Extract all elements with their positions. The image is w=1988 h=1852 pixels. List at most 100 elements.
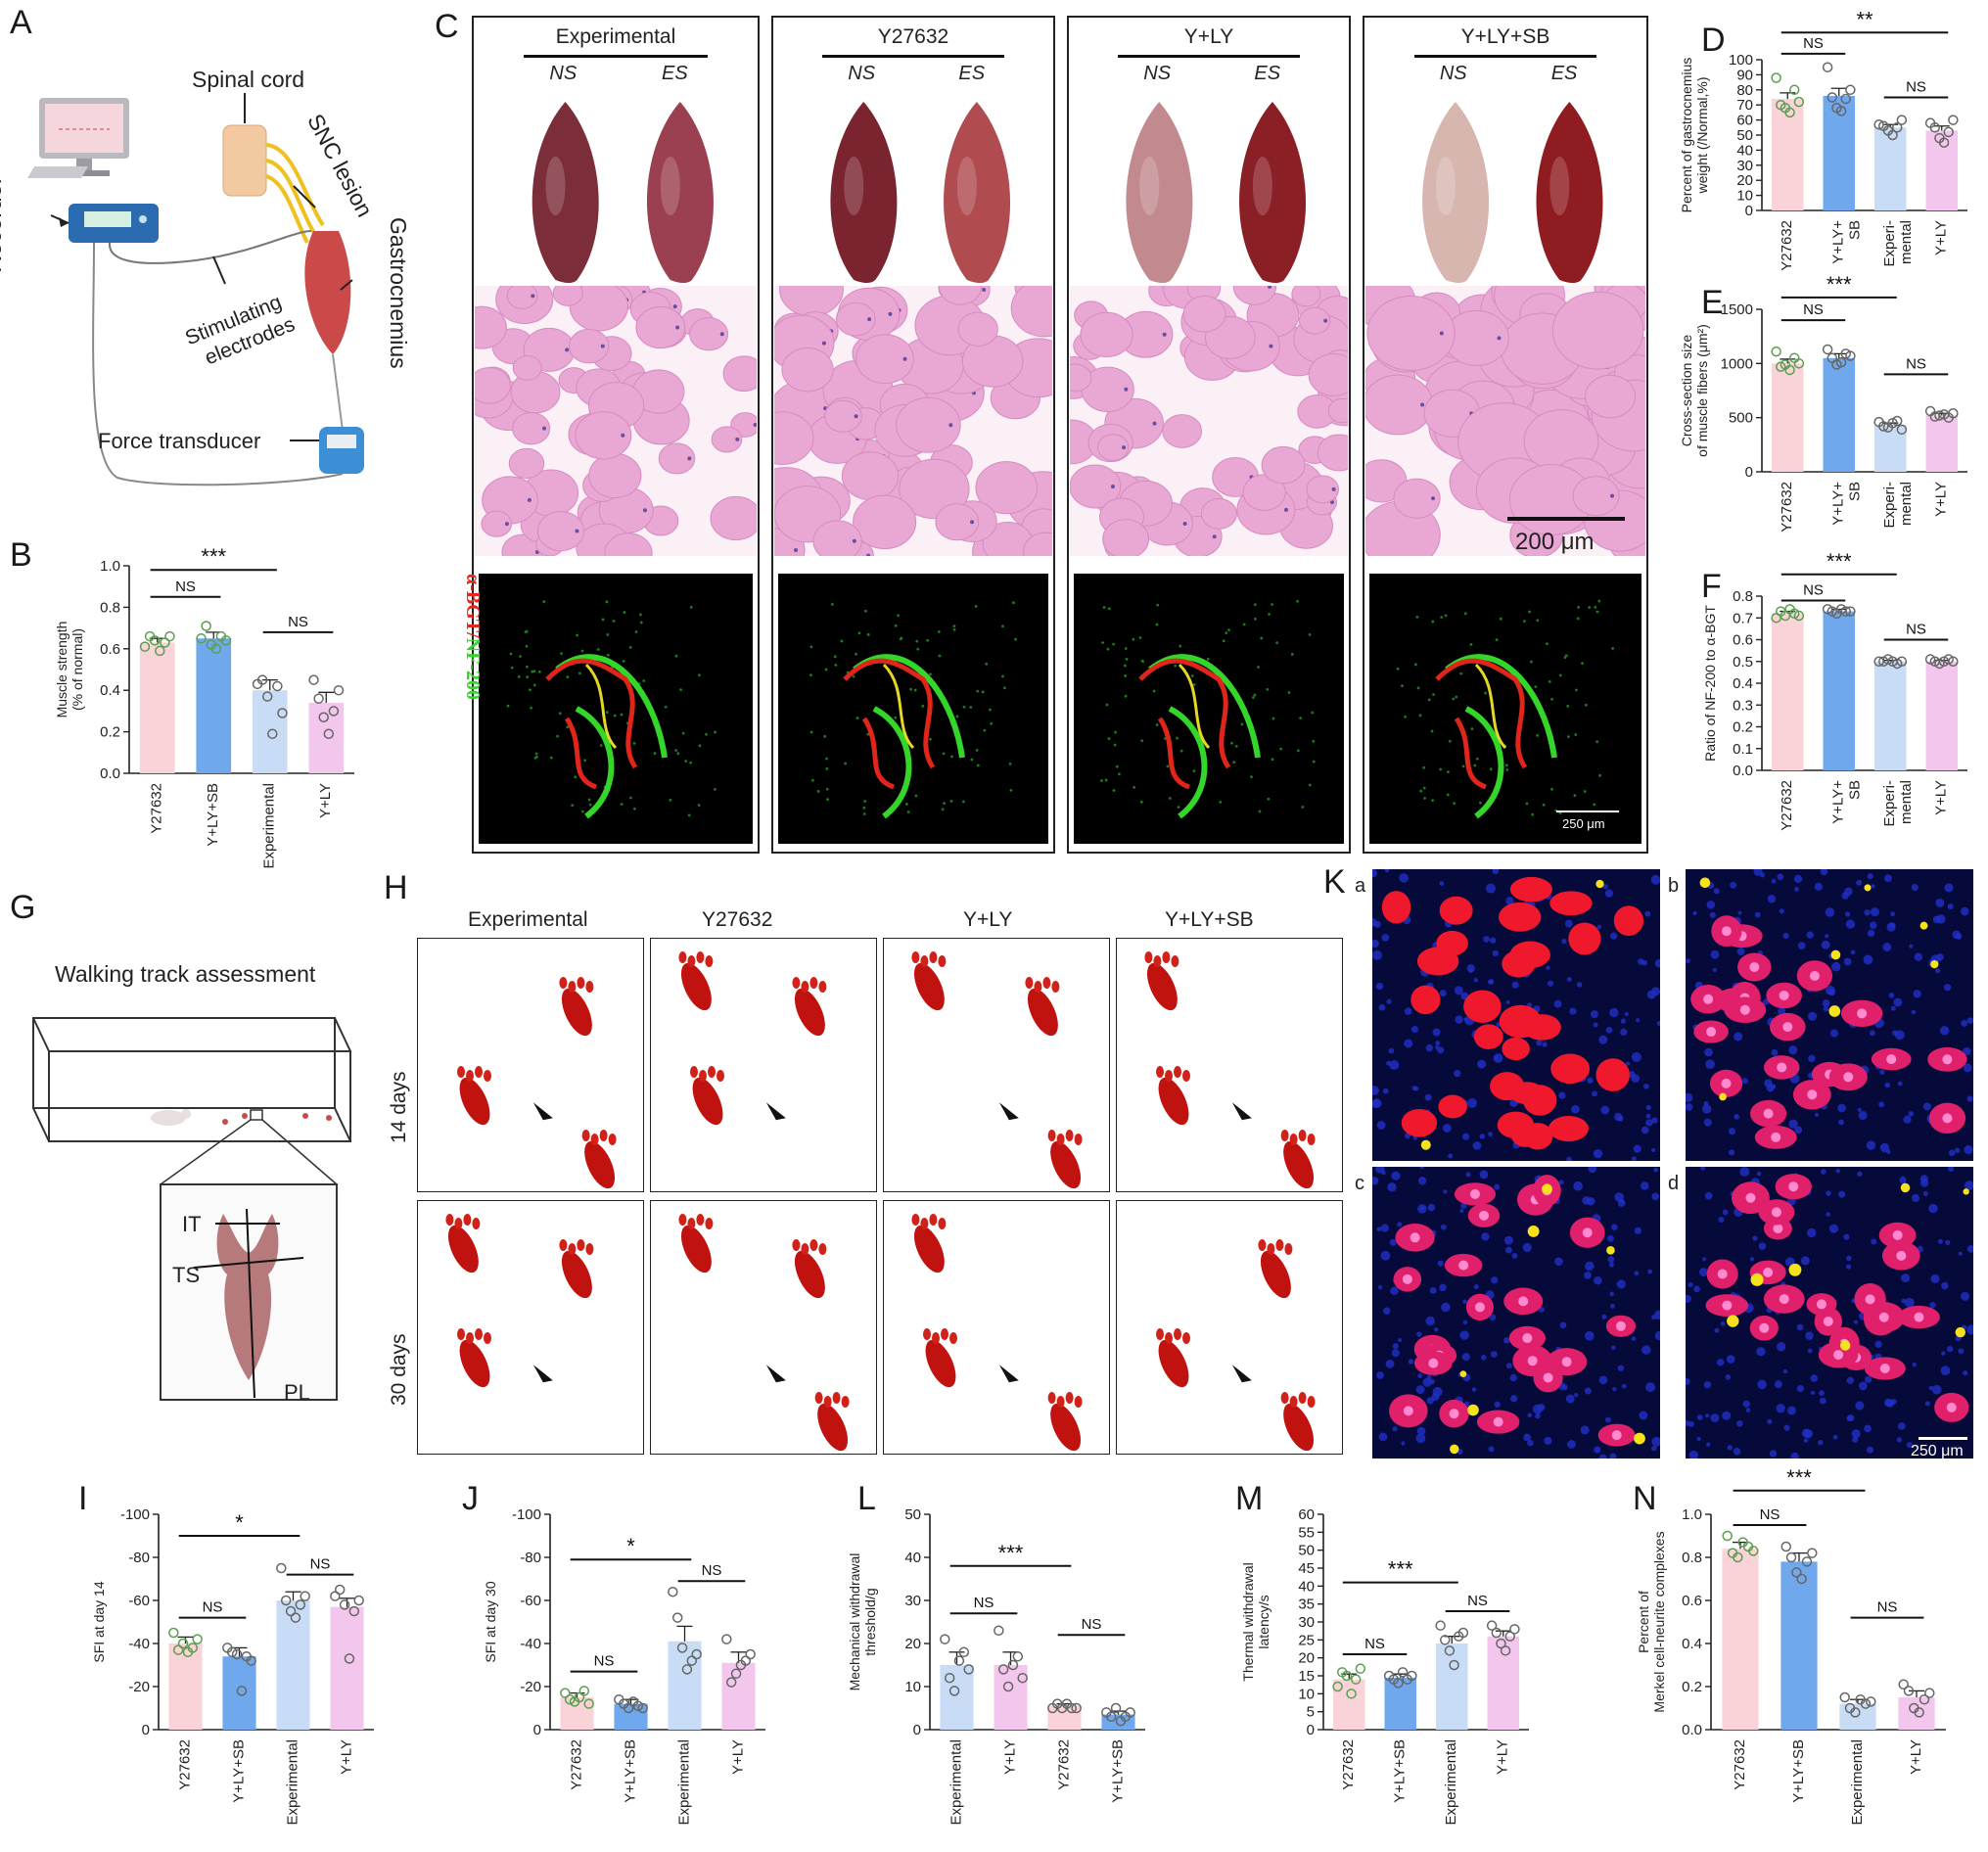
y-tick-label: 50 <box>1736 127 1753 144</box>
y-tick-label: 40 <box>1298 1578 1315 1595</box>
muscle-specimen <box>830 102 898 283</box>
footprint-image <box>650 938 877 1192</box>
significance-label: *** <box>1826 549 1852 574</box>
y-tick-label: 45 <box>1298 1560 1315 1577</box>
data-point <box>1840 93 1851 105</box>
data-point <box>1934 658 1945 670</box>
data-point <box>1017 1672 1028 1684</box>
data-point <box>1341 1670 1353 1682</box>
sub-panel-label: d <box>1668 1173 1680 1194</box>
data-point <box>1509 1624 1520 1635</box>
y-tick-label: 20 <box>1736 172 1753 189</box>
merkel-cell-image <box>1372 1167 1660 1458</box>
bar <box>1925 661 1959 770</box>
paw-print-mark <box>925 1339 956 1388</box>
data-point <box>144 630 156 642</box>
x-tick-label: mental <box>1898 780 1915 824</box>
y-tick-label: 0.6 <box>100 641 120 658</box>
arrowhead-icon <box>765 1102 786 1121</box>
chart-panel-letter: L <box>857 1480 876 1517</box>
data-point <box>1780 1541 1791 1552</box>
data-point <box>1826 352 1838 364</box>
panel-letter-c: C <box>435 8 459 45</box>
footprint-image <box>883 1200 1110 1455</box>
muscle-photo <box>1126 102 1307 283</box>
data-point <box>740 1655 752 1666</box>
data-point <box>1835 356 1847 368</box>
histology-box <box>771 16 1055 854</box>
data-point <box>226 1646 238 1658</box>
x-tick-label: Y+LY+SB <box>1392 1739 1409 1803</box>
data-point <box>220 635 232 646</box>
data-point <box>272 680 283 692</box>
data-point <box>730 1668 742 1680</box>
bar <box>1771 99 1804 210</box>
data-point <box>1453 1631 1464 1642</box>
x-tick-label: Y27632 <box>1779 780 1795 831</box>
paw-print-mark <box>1283 1403 1315 1452</box>
bar <box>1873 661 1907 770</box>
data-point <box>1776 361 1786 372</box>
y-tick-label: 0.4 <box>1682 1636 1702 1652</box>
chart-panel-letter: N <box>1633 1480 1657 1517</box>
data-point <box>1066 1702 1078 1714</box>
arrowhead-icon <box>998 1365 1019 1383</box>
data-point <box>953 1655 965 1666</box>
data-point <box>222 1643 233 1653</box>
y-axis-label: Merkel cell-neurite complexes <box>1651 1531 1667 1712</box>
data-point <box>1402 1674 1412 1685</box>
y-axis-label: (% of normal) <box>69 628 85 711</box>
y-tick-label: 1.0 <box>100 558 120 575</box>
data-point <box>583 1698 594 1709</box>
data-point <box>1948 656 1959 667</box>
x-tick-label: Y+LY+SB <box>205 783 221 847</box>
data-point <box>1407 1670 1417 1682</box>
data-point <box>261 691 273 702</box>
group-title: Experimental <box>555 25 676 48</box>
y-tick-label: 10 <box>904 1679 921 1695</box>
data-point <box>164 630 175 642</box>
y-tick-label: 0 <box>1745 203 1753 219</box>
significance-label: NS <box>1803 581 1824 598</box>
data-point <box>1919 1693 1930 1705</box>
y-tick-label: 60 <box>1736 113 1753 129</box>
gastrocnemius-icon <box>304 231 351 354</box>
paw-print-mark <box>794 1250 825 1299</box>
data-point <box>1873 118 1884 130</box>
data-point <box>676 1643 688 1653</box>
data-point <box>1051 1698 1063 1709</box>
data-point <box>1914 1707 1924 1718</box>
data-point <box>1822 604 1833 615</box>
data-point <box>1887 129 1898 141</box>
data-point <box>318 712 329 723</box>
significance-label: NS <box>1760 1506 1780 1523</box>
chart-panel-letter: F <box>1701 568 1722 605</box>
data-point <box>1807 1548 1818 1558</box>
significance-label: * <box>235 1510 244 1535</box>
chart-panel-letter: J <box>462 1480 479 1517</box>
x-tick-label: Y+LY <box>1001 1739 1018 1775</box>
k-scale-label: 250 μm <box>1911 1443 1964 1459</box>
data-point <box>1491 1627 1503 1639</box>
x-tick-label: Y+LY+ <box>1830 220 1847 264</box>
data-point <box>290 1612 301 1623</box>
data-point <box>1101 1707 1112 1718</box>
bar <box>1332 1679 1365 1730</box>
y-tick-label: 0.2 <box>100 724 120 741</box>
spinal-cord-label: Spinal cord <box>192 67 305 92</box>
data-point <box>725 1677 737 1688</box>
x-tick-label: Experimental <box>1849 1739 1866 1826</box>
data-point <box>994 1625 1004 1637</box>
group-underline <box>1118 55 1300 58</box>
y-tick-label: 30 <box>904 1593 921 1609</box>
data-point <box>1115 1715 1127 1727</box>
data-point <box>627 1696 639 1707</box>
data-point <box>285 1605 297 1617</box>
data-point <box>206 639 216 650</box>
data-point <box>1839 1691 1850 1703</box>
y-tick-label: 0 <box>1307 1722 1315 1738</box>
data-point <box>1878 120 1889 132</box>
bar <box>1771 363 1804 472</box>
muscle-specimen <box>944 102 1011 283</box>
x-tick-label: Y27632 <box>149 783 165 834</box>
